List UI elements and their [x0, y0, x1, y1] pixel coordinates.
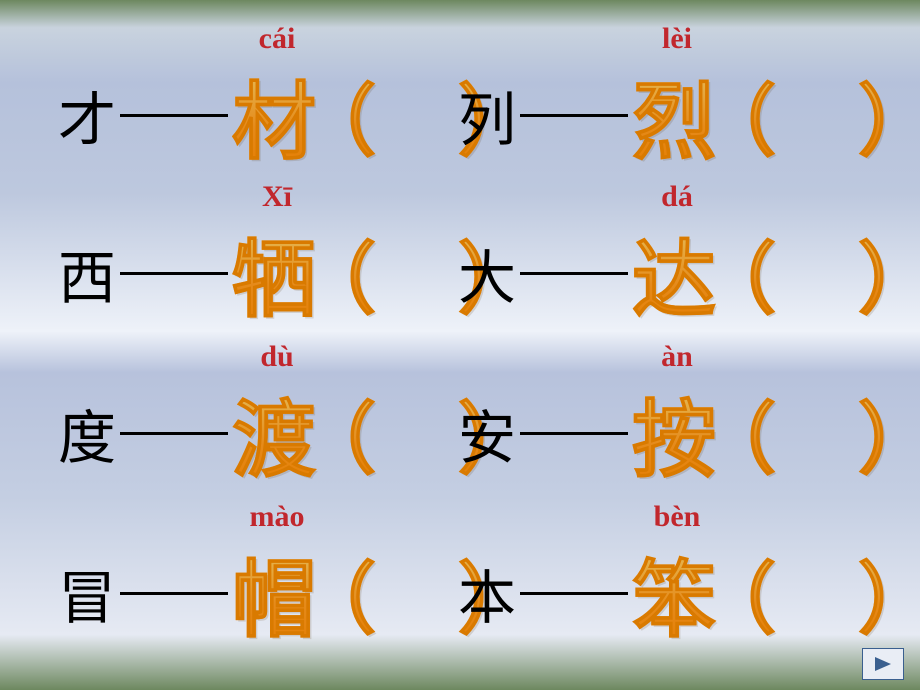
slide: 才材（）cái列烈（）lèi西牺（）Xī大达（）dá度渡（）dù安按（）àn冒帽… [0, 0, 920, 690]
pinyin-label: Xī [232, 180, 322, 214]
right-paren: ） [858, 377, 920, 489]
base-char: 冒 [58, 551, 116, 635]
pinyin-label: àn [632, 340, 722, 374]
dash-separator [520, 114, 628, 117]
dash-separator [520, 432, 628, 435]
entry-cell: 大达（） [458, 218, 920, 328]
base-char: 度 [58, 391, 116, 475]
pinyin-label: mào [232, 500, 322, 534]
left-paren: （ [698, 537, 776, 649]
dash-separator [120, 114, 228, 117]
pinyin-label: dá [632, 180, 722, 214]
pinyin-label: cái [232, 22, 322, 56]
base-char: 才 [58, 73, 116, 157]
right-paren: ） [858, 59, 920, 171]
triangle-right-icon [872, 655, 894, 673]
base-char: 本 [458, 551, 516, 635]
base-char: 西 [58, 231, 116, 315]
dash-separator [520, 272, 628, 275]
entry-cell: 列烈（） [458, 60, 920, 170]
left-paren: （ [698, 59, 776, 171]
pinyin-label: dù [232, 340, 322, 374]
dash-separator [120, 592, 228, 595]
right-paren: ） [858, 537, 920, 649]
dash-separator [120, 272, 228, 275]
left-paren: （ [298, 377, 376, 489]
left-paren: （ [698, 217, 776, 329]
dash-separator [520, 592, 628, 595]
right-paren: ） [858, 217, 920, 329]
entry-cell: 本笨（） [458, 538, 920, 648]
base-char: 列 [458, 73, 516, 157]
pinyin-label: bèn [632, 500, 722, 534]
left-paren: （ [298, 217, 376, 329]
left-paren: （ [298, 537, 376, 649]
next-button[interactable] [862, 648, 904, 680]
base-char: 大 [458, 231, 516, 315]
left-paren: （ [298, 59, 376, 171]
entry-cell: 安按（） [458, 378, 920, 488]
dash-separator [120, 432, 228, 435]
left-paren: （ [698, 377, 776, 489]
base-char: 安 [458, 391, 516, 475]
pinyin-label: lèi [632, 22, 722, 56]
